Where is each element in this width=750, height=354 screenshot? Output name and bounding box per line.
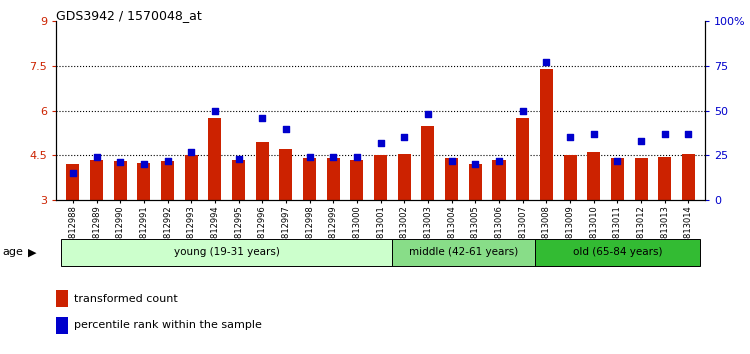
Point — [138, 161, 150, 167]
Point — [185, 149, 197, 155]
Bar — [327, 158, 340, 200]
Point — [517, 108, 529, 113]
Bar — [56, 317, 68, 334]
Point — [682, 131, 694, 137]
Point — [256, 115, 268, 121]
Bar — [535, 239, 700, 266]
Point — [564, 135, 576, 140]
Point — [540, 59, 552, 65]
Bar — [209, 118, 221, 200]
Bar — [61, 239, 392, 266]
Point — [422, 112, 434, 117]
Text: middle (42-61 years): middle (42-61 years) — [409, 247, 518, 257]
Point — [446, 158, 458, 164]
Point — [232, 156, 244, 162]
Point — [161, 158, 173, 164]
Point — [209, 108, 221, 113]
Text: old (65-84 years): old (65-84 years) — [573, 247, 662, 257]
Point — [398, 135, 410, 140]
Bar — [634, 158, 647, 200]
Point — [304, 154, 316, 160]
Bar — [137, 163, 150, 200]
Bar — [563, 155, 577, 200]
Bar — [303, 158, 316, 200]
Text: ▶: ▶ — [28, 247, 36, 257]
Text: transformed count: transformed count — [74, 294, 178, 304]
Text: GDS3942 / 1570048_at: GDS3942 / 1570048_at — [56, 9, 202, 22]
Text: age: age — [2, 247, 23, 257]
Bar — [682, 154, 695, 200]
Bar — [256, 142, 268, 200]
Point — [375, 140, 387, 145]
Bar — [114, 161, 127, 200]
Bar — [446, 158, 458, 200]
Point — [114, 160, 126, 165]
Bar — [540, 69, 553, 200]
Text: young (19-31 years): young (19-31 years) — [174, 247, 280, 257]
Bar — [422, 126, 434, 200]
Point — [635, 138, 647, 144]
Point — [67, 170, 79, 176]
Bar — [374, 155, 387, 200]
Bar — [398, 154, 411, 200]
Bar — [280, 149, 292, 200]
Bar — [161, 161, 174, 200]
Bar — [392, 239, 535, 266]
Bar — [587, 152, 600, 200]
Point — [611, 158, 623, 164]
Bar — [611, 158, 624, 200]
Point — [280, 126, 292, 131]
Bar — [66, 164, 80, 200]
Text: percentile rank within the sample: percentile rank within the sample — [74, 320, 262, 330]
Point — [351, 154, 363, 160]
Bar — [516, 118, 530, 200]
Bar — [184, 155, 198, 200]
Point — [327, 154, 339, 160]
Point — [588, 131, 600, 137]
Bar — [90, 160, 103, 200]
Bar — [493, 160, 506, 200]
Point — [658, 131, 670, 137]
Bar — [350, 160, 364, 200]
Bar — [658, 157, 671, 200]
Bar — [469, 164, 482, 200]
Point — [470, 161, 482, 167]
Point — [91, 154, 103, 160]
Point — [493, 158, 505, 164]
Bar — [232, 160, 245, 200]
Bar — [56, 290, 68, 307]
